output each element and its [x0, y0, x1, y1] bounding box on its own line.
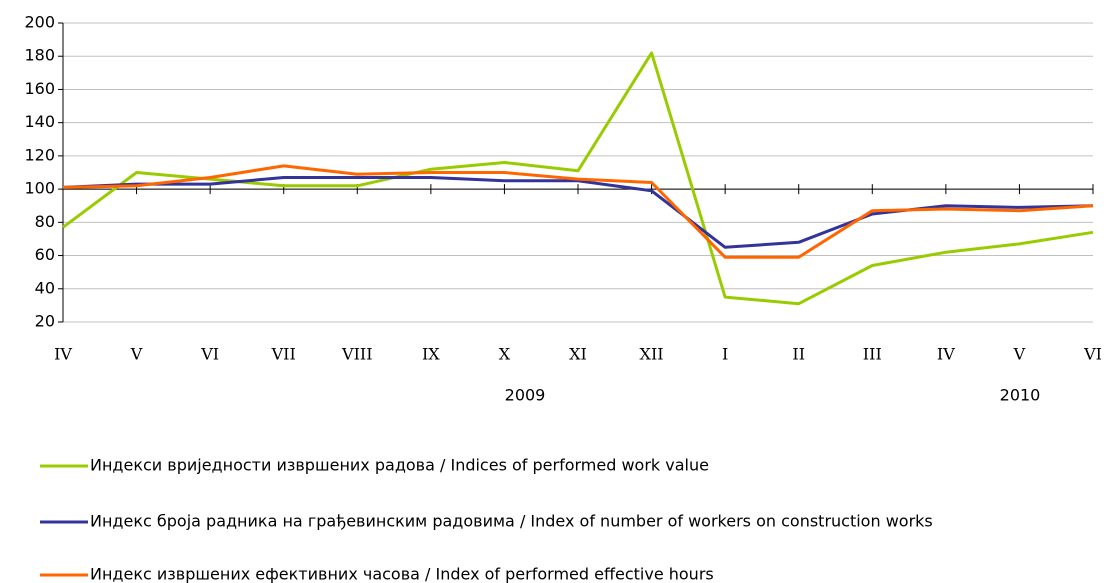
y-tick-label: 100: [24, 179, 55, 198]
x-tick-label: VIII: [341, 345, 373, 364]
legend-label: Индекс броја радника на грађевинским рад…: [90, 512, 933, 531]
y-tick-label: 140: [24, 112, 55, 131]
x-tick-label: VII: [271, 345, 296, 364]
x-tick-label: IV: [54, 345, 72, 364]
y-tick-label: 60: [35, 245, 55, 264]
y-tick-label: 200: [24, 13, 55, 32]
y-tick-label: 180: [24, 46, 55, 65]
x-tick-label: III: [863, 345, 882, 364]
y-tick-label: 40: [35, 278, 55, 297]
x-group-label: 2010: [1000, 386, 1041, 405]
y-tick-label: 80: [35, 212, 55, 231]
x-tick-label: VI: [1083, 345, 1102, 364]
legend-label: Индекси вриједности извршених радова / I…: [90, 456, 709, 475]
x-group-label: 2009: [505, 386, 546, 405]
y-tick-label: 120: [24, 145, 55, 164]
x-tick-label: X: [499, 345, 511, 364]
x-tick-label: II: [792, 345, 805, 364]
x-tick-label: VI: [200, 345, 219, 364]
x-tick-label: IX: [422, 345, 440, 364]
x-tick-label: IV: [937, 345, 955, 364]
y-tick-label: 20: [35, 312, 55, 331]
y-tick-label: 160: [24, 79, 55, 98]
series-line: [62, 164, 1094, 259]
x-tick-label: XII: [640, 345, 664, 364]
x-tick-label: V: [1013, 345, 1026, 364]
legend-label: Индекс извршених ефективних часова / Ind…: [90, 565, 714, 583]
x-tick-label: XI: [569, 345, 587, 364]
x-tick-label: I: [722, 345, 728, 364]
x-tick-label: V: [130, 345, 143, 364]
